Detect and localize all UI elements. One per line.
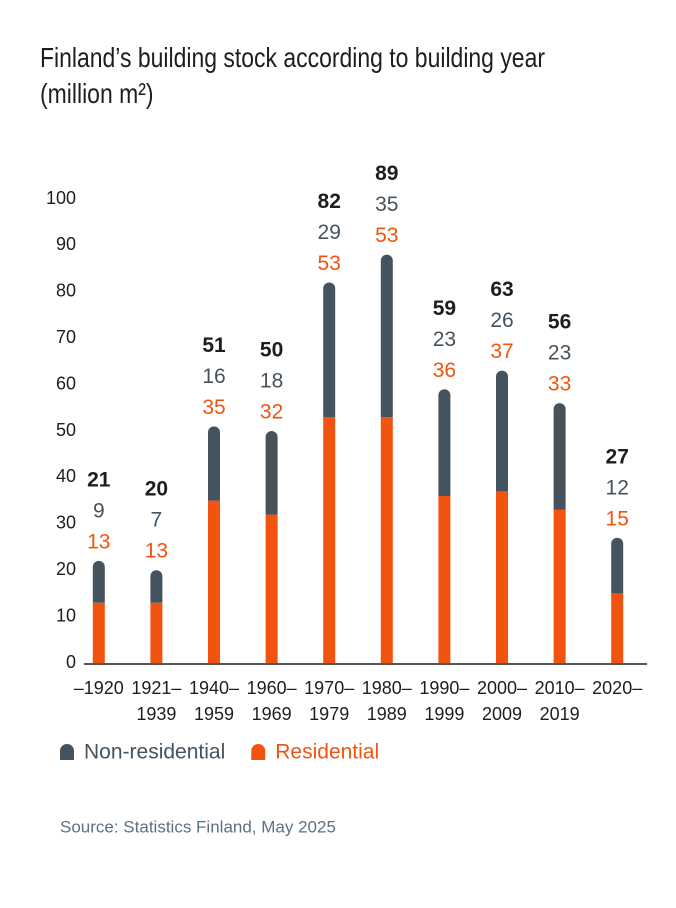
bar-segment <box>208 426 220 501</box>
bar-segment <box>150 602 163 663</box>
value-label: 37 <box>490 340 513 363</box>
x-tick-label: 1969 <box>252 704 292 724</box>
x-tick-label: 2020– <box>592 678 642 698</box>
bar-segment <box>92 602 105 663</box>
bar-segment <box>150 570 163 603</box>
bar-segment <box>438 389 451 496</box>
x-tick-label: 1989 <box>367 704 407 724</box>
bar-segment <box>380 254 393 418</box>
x-tick-label: 2000– <box>477 678 527 698</box>
bar-segment <box>553 509 566 663</box>
value-label: 35 <box>375 193 398 216</box>
total-label: 89 <box>375 162 398 185</box>
value-label: 7 <box>151 509 163 532</box>
value-label: 53 <box>318 252 341 275</box>
x-tick-label: 1990– <box>419 678 469 698</box>
bar-segment <box>496 491 508 663</box>
value-label: 15 <box>606 507 629 530</box>
y-tick-label: 90 <box>56 234 76 254</box>
x-tick-label: 1960– <box>247 678 297 698</box>
x-tick-label: 2009 <box>482 704 522 724</box>
bar-segment <box>438 495 451 663</box>
total-label: 82 <box>318 190 341 213</box>
total-label: 51 <box>202 334 226 357</box>
source: Source: Statistics Finland, May 2025 <box>60 817 336 836</box>
value-label: 36 <box>433 359 456 382</box>
y-tick-label: 50 <box>56 420 76 440</box>
value-label: 32 <box>260 401 283 424</box>
value-label: 53 <box>375 224 398 247</box>
bar-segment <box>496 370 508 492</box>
x-tick-label: 1970– <box>304 678 354 698</box>
x-tick-label: 1940– <box>189 678 239 698</box>
value-label: 23 <box>433 328 456 351</box>
value-label: 13 <box>145 540 168 563</box>
y-tick-label: 0 <box>66 652 76 672</box>
value-label: 23 <box>548 342 571 365</box>
bar-segment <box>265 514 278 663</box>
legend-marker <box>251 744 266 760</box>
x-tick-label: 1959 <box>194 704 234 724</box>
y-tick-label: 60 <box>56 373 76 393</box>
total-label: 50 <box>260 339 283 362</box>
total-label: 20 <box>145 478 168 501</box>
bar-segment <box>611 593 624 663</box>
total-label: 56 <box>548 311 571 334</box>
value-label: 35 <box>202 396 225 419</box>
total-label: 59 <box>433 297 456 320</box>
bar-segment <box>611 537 624 594</box>
value-label: 29 <box>318 221 341 244</box>
bar-segment <box>208 500 220 663</box>
y-tick-label: 30 <box>56 513 76 533</box>
value-label: 26 <box>490 309 513 332</box>
y-tick-label: 40 <box>56 466 76 486</box>
x-tick-label: 1939 <box>136 704 176 724</box>
x-tick-label: 1980– <box>362 678 412 698</box>
total-label: 21 <box>87 468 111 491</box>
y-tick-label: 10 <box>56 605 76 625</box>
x-tick-label: 1921– <box>131 678 181 698</box>
legend-marker <box>60 744 74 760</box>
value-label: 18 <box>260 370 283 393</box>
legend-label: Residential <box>275 741 379 764</box>
x-tick-label: 1999 <box>424 704 464 724</box>
bar-segment <box>323 282 336 418</box>
bar-segment <box>92 560 105 603</box>
bar-segment <box>323 417 336 663</box>
bar-segment <box>553 403 566 510</box>
value-label: 13 <box>87 530 110 553</box>
x-tick-label: 2019 <box>540 704 580 724</box>
value-label: 33 <box>548 373 571 396</box>
value-label: 16 <box>202 365 225 388</box>
value-label: 12 <box>606 476 629 499</box>
x-tick-label: 1979 <box>309 704 349 724</box>
total-label: 27 <box>606 445 629 468</box>
chart-title: Finland’s building stock according to bu… <box>40 42 546 109</box>
value-label: 9 <box>93 499 105 522</box>
x-tick-label: 2010– <box>535 678 585 698</box>
legend-label: Non-residential <box>84 741 225 764</box>
bar-segment <box>380 417 393 663</box>
y-tick-label: 80 <box>56 281 76 301</box>
x-tick-label: –1920 <box>74 678 124 698</box>
y-tick-label: 20 <box>56 559 76 579</box>
bar-segment <box>265 431 278 515</box>
y-tick-label: 70 <box>56 327 76 347</box>
y-tick-label: 100 <box>46 188 76 208</box>
total-label: 63 <box>490 278 513 301</box>
